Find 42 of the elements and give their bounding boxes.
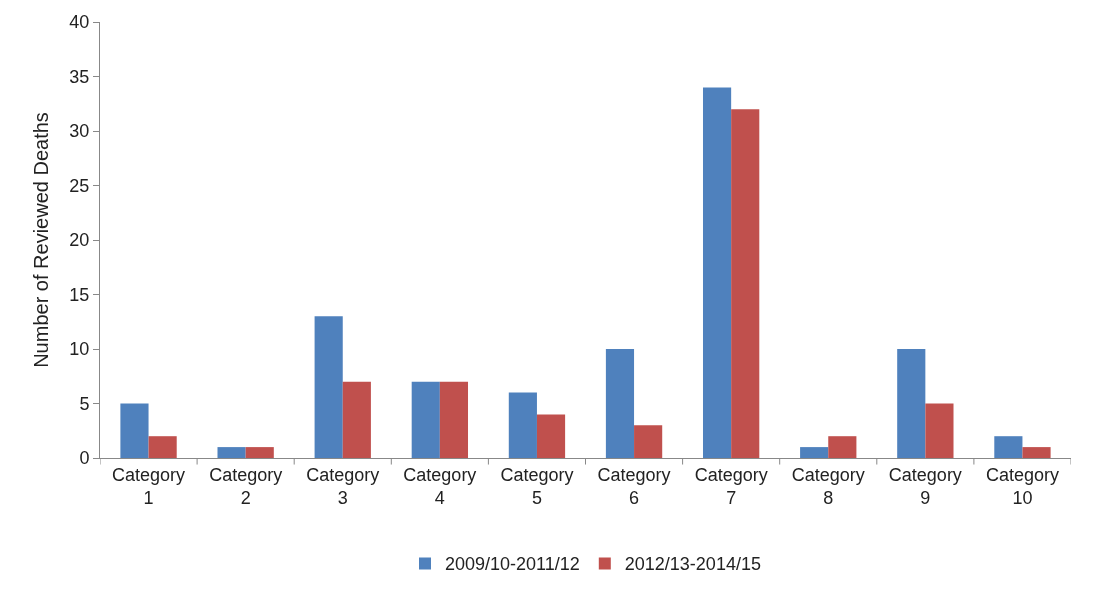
x-tick-label: Category 5 [500,464,574,508]
bar [634,425,663,458]
bar [1022,447,1051,458]
bar [828,436,857,458]
bar [120,403,149,458]
bar [148,436,177,458]
bar [508,392,537,458]
bar [439,381,469,458]
bar [605,349,635,458]
bar [411,381,440,458]
y-tick-label: 10 [69,339,90,360]
x-tick-label: Category 6 [597,464,671,508]
x-tick-label: Category 7 [694,464,768,508]
bar [536,414,566,458]
legend-label: 2012/13-2014/15 [624,554,761,575]
bar [245,447,274,458]
x-tick-label: Category 10 [985,464,1059,508]
y-tick-label: 0 [79,448,90,469]
bar [731,109,760,458]
bar [994,436,1023,458]
y-tick-label: 40 [69,12,90,33]
bar [897,349,926,458]
y-tick-label: 5 [79,393,90,414]
y-axis-title: Number of Reviewed Deaths [29,112,52,368]
x-tick-label: Category 4 [403,464,477,508]
y-tick-label: 35 [69,66,90,87]
bar [800,447,829,458]
bar [314,316,343,458]
legend-label: 2009/10-2011/12 [445,554,580,575]
x-tick-label: Category 3 [306,464,380,508]
bar [342,381,371,458]
bar [217,447,246,458]
y-tick-label: 15 [69,284,90,305]
x-tick-label: Category 2 [209,464,283,508]
x-tick-label: Category 9 [888,464,962,508]
bar [925,403,954,458]
x-tick-label: Category 1 [112,464,186,508]
y-tick-label: 25 [69,175,90,196]
x-tick-label: Category 8 [791,464,865,508]
y-tick-label: 30 [69,121,90,142]
y-tick-label: 20 [69,230,90,251]
bar [702,87,732,458]
